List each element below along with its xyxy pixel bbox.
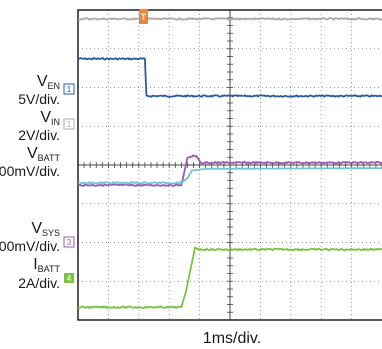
ven-scale: 5V/div. (18, 91, 60, 107)
channel-4-marker-label: 4 (67, 274, 72, 283)
x-axis-label: 1ms/div. (203, 330, 261, 347)
vbatt-label: VBATT (27, 145, 61, 163)
channel-3-marker-label: 3 (67, 238, 72, 247)
vin-scale: 2V/div. (18, 127, 60, 143)
waveform-traces (77, 17, 382, 309)
trace-ven (77, 57, 382, 98)
ibatt-scale: 2A/div. (18, 275, 60, 291)
trace-vsys (77, 167, 382, 185)
vsys-label: VSYS (31, 220, 60, 238)
channel-vin-marker-label: 1 (67, 120, 72, 129)
scope-grid (77, 9, 382, 321)
ven-label: VEN (37, 73, 60, 91)
vin-label: VIN (40, 109, 60, 127)
trigger-marker: T (139, 9, 148, 24)
channel-1-marker: 1 (63, 83, 75, 95)
vbatt-scale: 500mV/div. (0, 163, 60, 179)
trace-vbatt (77, 154, 382, 187)
trace-ibatt (77, 246, 382, 309)
channel-3-marker: 3 (63, 236, 75, 248)
plot-frame (77, 9, 382, 321)
ibatt-label: IBATT (33, 256, 60, 274)
vsys-scale: 500mV/div. (0, 238, 60, 254)
channel-vin-marker: 1 (63, 118, 75, 130)
channel-4-marker: 4 (64, 273, 74, 283)
trigger-marker-label: T (141, 12, 147, 22)
channel-1-marker-label: 1 (67, 85, 72, 94)
trace-vin (77, 17, 382, 21)
